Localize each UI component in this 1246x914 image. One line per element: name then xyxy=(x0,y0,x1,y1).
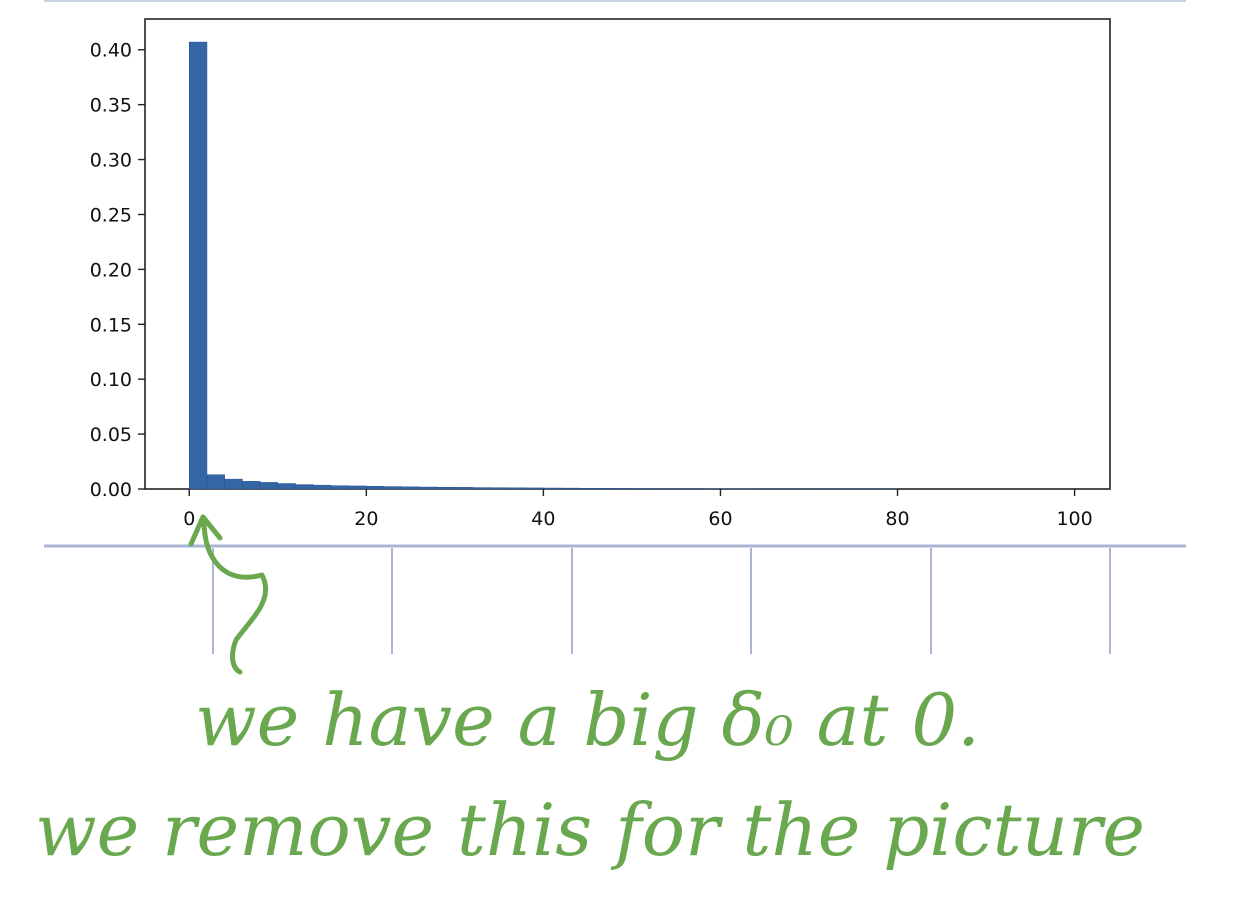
y-tick-label: 0.35 xyxy=(90,95,132,117)
histogram-bar xyxy=(596,488,615,490)
histogram-bar xyxy=(366,486,385,490)
y-tick-label: 0.20 xyxy=(90,259,132,281)
handwritten-arrow xyxy=(188,514,269,675)
x-tick-label: 80 xyxy=(885,508,909,530)
y-tick-label: 0.00 xyxy=(90,479,132,501)
notebook-page-lines xyxy=(44,544,1186,654)
y-tick-label: 0.05 xyxy=(90,424,132,446)
histogram-bar xyxy=(507,487,526,490)
histogram-bar xyxy=(401,486,420,490)
x-tick-label: 100 xyxy=(1056,508,1092,530)
histogram-bar xyxy=(543,487,562,490)
histogram-bar xyxy=(454,487,473,490)
y-axis-ticks: 0.00 0.05 0.10 0.15 0.20 0.25 0.30 0.35 0.40 xyxy=(90,40,145,501)
x-tick-label: 0 xyxy=(183,508,195,530)
histogram-bar xyxy=(436,486,456,490)
plot-frame xyxy=(144,18,1111,490)
x-tick-label: 20 xyxy=(354,508,378,530)
histogram-bar xyxy=(383,486,402,490)
annotation-line-2: we remove this for the picture xyxy=(35,788,1145,872)
histogram-bar xyxy=(348,485,367,490)
histogram-bar xyxy=(330,485,349,490)
bar-group xyxy=(189,41,898,490)
histogram-bar xyxy=(472,487,491,490)
histogram-bar xyxy=(490,487,509,490)
y-tick-label: 0.40 xyxy=(90,40,132,62)
histogram-bar xyxy=(525,487,544,490)
histogram-bar xyxy=(295,484,314,490)
histogram-bar xyxy=(242,481,261,490)
histogram-bar xyxy=(578,487,597,490)
histogram-bar xyxy=(312,484,332,490)
histogram-bar xyxy=(419,486,438,490)
histogram-bar xyxy=(259,482,279,490)
y-tick-label: 0.25 xyxy=(90,204,132,226)
y-tick-label: 0.10 xyxy=(90,369,132,391)
y-tick-label: 0.30 xyxy=(90,150,132,172)
histogram-bar xyxy=(224,478,243,490)
histogram-bar xyxy=(613,488,633,490)
histogram-bar xyxy=(560,487,580,490)
x-axis-ticks: 0 20 40 60 80 100 xyxy=(183,489,1093,530)
x-tick-label: 40 xyxy=(531,508,555,530)
histogram-bar xyxy=(277,483,296,490)
x-tick-label: 60 xyxy=(708,508,732,530)
annotation-line-1: we have a big δ₀ at 0. xyxy=(195,678,980,762)
histogram-bar xyxy=(206,474,225,490)
y-tick-label: 0.15 xyxy=(90,314,132,336)
histogram-bar xyxy=(189,41,208,490)
